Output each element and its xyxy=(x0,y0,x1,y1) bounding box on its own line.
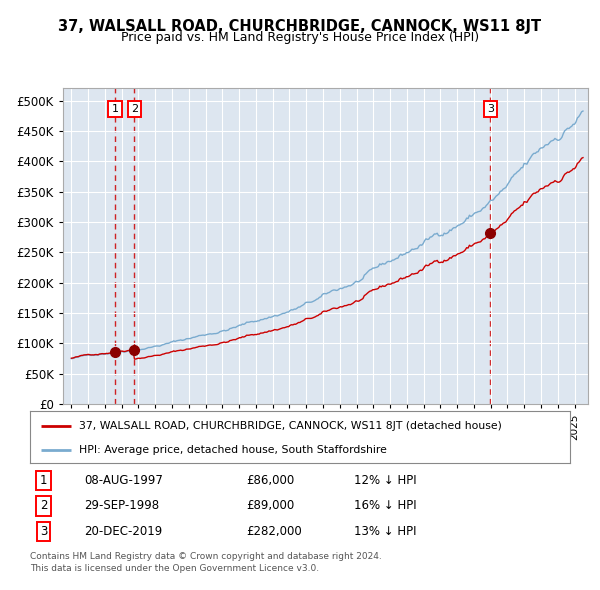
Text: Contains HM Land Registry data © Crown copyright and database right 2024.: Contains HM Land Registry data © Crown c… xyxy=(30,552,382,561)
Text: 3: 3 xyxy=(40,525,47,538)
Text: 20-DEC-2019: 20-DEC-2019 xyxy=(84,525,162,538)
Text: 37, WALSALL ROAD, CHURCHBRIDGE, CANNOCK, WS11 8JT (detached house): 37, WALSALL ROAD, CHURCHBRIDGE, CANNOCK,… xyxy=(79,421,502,431)
Text: Price paid vs. HM Land Registry's House Price Index (HPI): Price paid vs. HM Land Registry's House … xyxy=(121,31,479,44)
Text: 29-SEP-1998: 29-SEP-1998 xyxy=(84,499,159,513)
Text: £282,000: £282,000 xyxy=(246,525,302,538)
Text: 1: 1 xyxy=(40,474,47,487)
Text: 16% ↓ HPI: 16% ↓ HPI xyxy=(354,499,416,513)
Text: 37, WALSALL ROAD, CHURCHBRIDGE, CANNOCK, WS11 8JT: 37, WALSALL ROAD, CHURCHBRIDGE, CANNOCK,… xyxy=(58,19,542,34)
Text: 2: 2 xyxy=(40,499,47,513)
Text: £86,000: £86,000 xyxy=(246,474,294,487)
Text: 2: 2 xyxy=(131,104,138,114)
Text: 1: 1 xyxy=(112,104,118,114)
Text: 13% ↓ HPI: 13% ↓ HPI xyxy=(354,525,416,538)
Text: £89,000: £89,000 xyxy=(246,499,294,513)
Text: 08-AUG-1997: 08-AUG-1997 xyxy=(84,474,163,487)
Text: This data is licensed under the Open Government Licence v3.0.: This data is licensed under the Open Gov… xyxy=(30,564,319,573)
Text: 3: 3 xyxy=(487,104,494,114)
Text: 12% ↓ HPI: 12% ↓ HPI xyxy=(354,474,416,487)
Text: HPI: Average price, detached house, South Staffordshire: HPI: Average price, detached house, Sout… xyxy=(79,445,386,455)
